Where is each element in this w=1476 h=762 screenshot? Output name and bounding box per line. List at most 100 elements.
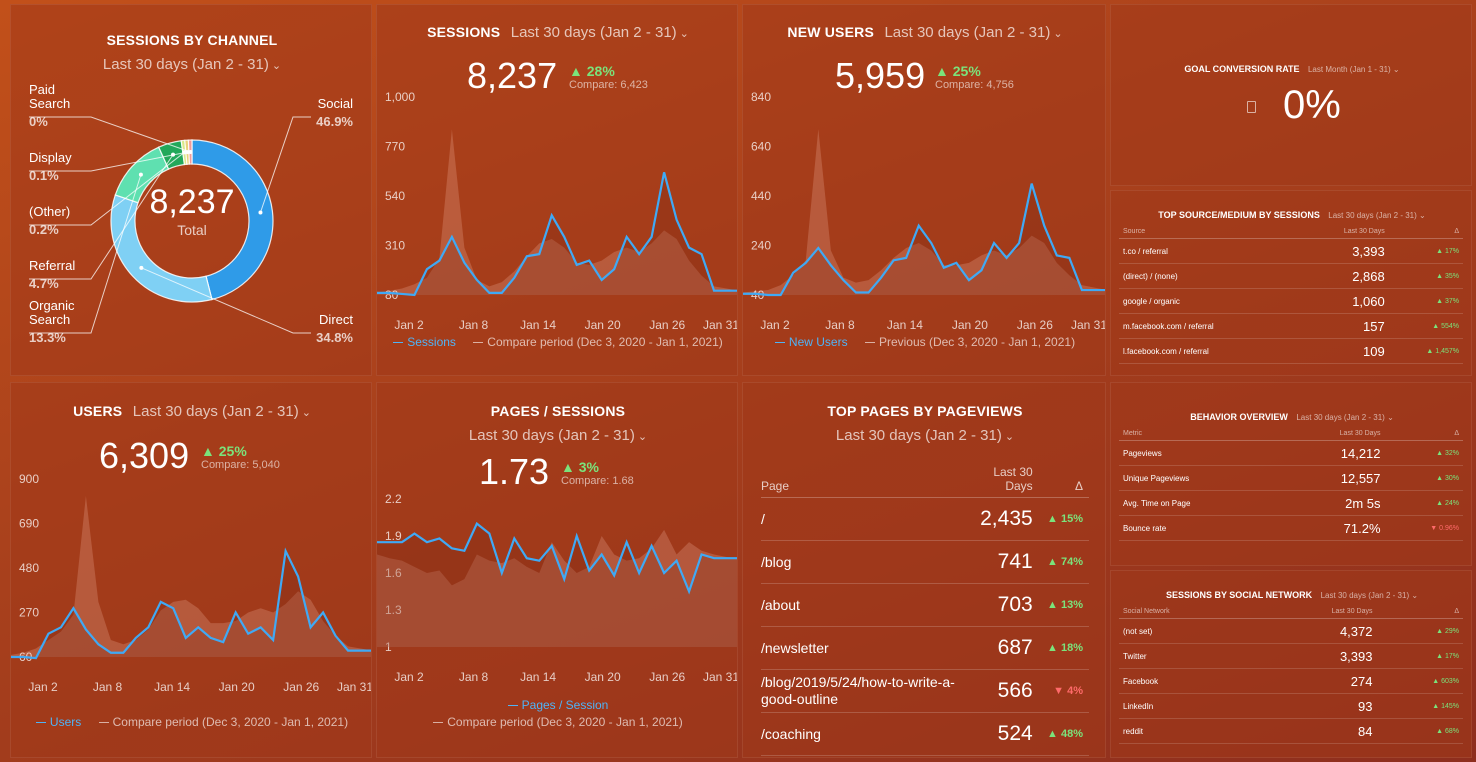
row-value: 84 xyxy=(1254,718,1377,744)
panel-title: USERS xyxy=(73,403,123,419)
row-label: Pageviews xyxy=(1119,440,1281,466)
table-row[interactable]: /newsletter 687 ▲ 18% xyxy=(761,626,1089,670)
donut-total: 8,237 Total xyxy=(131,183,253,238)
period-selector[interactable]: Last 30 days (Jan 2 - 31) ⌄ xyxy=(133,403,311,420)
table-row[interactable]: Facebook 274 ▲ 603% xyxy=(1119,668,1463,694)
page-path[interactable]: /blog xyxy=(761,540,963,584)
legend-sessions[interactable]: Sessions xyxy=(393,335,456,349)
row-label: Unique Pageviews xyxy=(1119,465,1281,491)
table-row[interactable]: /coaching 524 ▲ 48% xyxy=(761,712,1089,756)
col-days[interactable]: Last 30 Days xyxy=(1299,225,1389,239)
leader-dot xyxy=(139,265,144,270)
kpi-delta-block: ▲ 28% Compare: 6,423 xyxy=(569,63,648,91)
row-label: Twitter xyxy=(1119,643,1255,669)
table-row[interactable]: t.co / referral 3,393 ▲ 17% xyxy=(1119,238,1463,264)
row-value: 703 xyxy=(962,583,1033,627)
row-delta: ▲ 74% xyxy=(1032,540,1089,584)
row-delta: ▲ 13% xyxy=(1032,583,1089,627)
table-row[interactable]: google / organic 1,060 ▲ 37% xyxy=(1119,288,1463,314)
table-row[interactable]: m.facebook.com / referral 157 ▲ 554% xyxy=(1119,313,1463,339)
col-source[interactable]: Source xyxy=(1119,225,1300,239)
legend-compare[interactable]: Compare period (Dec 3, 2020 - Jan 1, 202… xyxy=(473,335,723,349)
page-path[interactable]: / xyxy=(761,497,963,541)
period-label: Last 30 days (Jan 2 - 31) xyxy=(1320,591,1410,600)
col-delta[interactable]: Δ xyxy=(1384,427,1463,441)
table-row[interactable]: Twitter 3,393 ▲ 17% xyxy=(1119,643,1463,669)
col-delta[interactable]: Δ xyxy=(1388,225,1463,239)
col-delta[interactable]: Δ xyxy=(1032,461,1089,498)
period-selector[interactable]: Last 30 days (Jan 2 - 31) ⌄ xyxy=(511,24,689,41)
compare-series-area xyxy=(377,129,737,295)
chevron-down-icon: ⌄ xyxy=(271,60,282,72)
col-days[interactable]: Last 30 Days xyxy=(1254,605,1377,619)
y-tick-label: 270 xyxy=(19,606,39,620)
page-path[interactable]: /blog/2019/5/24/how-to-write-a-good-outl… xyxy=(761,669,963,713)
new-users-panel: NEW USERS Last 30 days (Jan 2 - 31) ⌄ 5,9… xyxy=(742,4,1106,376)
row-value: 3,393 xyxy=(1299,238,1389,264)
sessions-by-channel-panel: SESSIONS BY CHANNEL Last 30 days (Jan 2 … xyxy=(10,4,372,376)
leader-dot xyxy=(258,210,263,215)
legend-new-users[interactable]: New Users xyxy=(774,335,848,349)
main-series-line[interactable] xyxy=(377,521,738,595)
table-row[interactable]: /blog 741 ▲ 74% xyxy=(761,540,1089,584)
period-selector[interactable]: Last 30 days (Jan 2 - 31) ⌄ xyxy=(1328,211,1426,220)
legend-users[interactable]: Users xyxy=(35,715,81,729)
table-row[interactable]: /about 703 ▲ 13% xyxy=(761,583,1089,627)
legend-previous[interactable]: Previous (Dec 3, 2020 - Jan 1, 2021) xyxy=(864,335,1075,349)
col-days[interactable]: Last 30 Days xyxy=(962,461,1033,498)
main-series-line[interactable] xyxy=(377,172,738,297)
legend-pages-session[interactable]: Pages / Session xyxy=(377,697,737,714)
table-row[interactable]: Avg. Time on Page 2m 5s ▲ 24% xyxy=(1119,490,1463,516)
legend-label: Display xyxy=(29,150,72,165)
col-metric[interactable]: Metric xyxy=(1119,427,1281,441)
table-row[interactable]: (not set) 4,372 ▲ 29% xyxy=(1119,618,1463,644)
legend-display: Display 0.1% xyxy=(29,151,72,183)
kpi-value: 1.73 xyxy=(479,451,550,492)
legend-compare[interactable]: Compare period (Dec 3, 2020 - Jan 1, 202… xyxy=(377,714,737,731)
col-network[interactable]: Social Network xyxy=(1119,605,1255,619)
page-path[interactable]: /coaching xyxy=(761,712,963,756)
period-selector[interactable]: Last 30 days (Jan 2 - 31) ⌄ xyxy=(884,24,1062,41)
period-selector[interactable]: Last 30 days (Jan 2 - 31) ⌄ xyxy=(743,427,1105,444)
donut-total-value: 8,237 xyxy=(149,183,235,221)
table-row[interactable]: Unique Pageviews 12,557 ▲ 30% xyxy=(1119,465,1463,491)
legend-label: Referral xyxy=(29,258,76,273)
x-tick-label: Jan 14 xyxy=(154,680,190,694)
legend-label: (Other) xyxy=(29,204,71,219)
table-row[interactable]: /blog/2019/5/24/how-to-write-a-good-outl… xyxy=(761,669,1089,713)
period-selector[interactable]: Last 30 days (Jan 2 - 31) ⌄ xyxy=(1320,591,1419,600)
table-row[interactable]: (direct) / (none) 2,868 ▲ 35% xyxy=(1119,263,1463,289)
col-delta[interactable]: Δ xyxy=(1376,605,1463,619)
period-selector[interactable]: Last 30 days (Jan 2 - 31) ⌄ xyxy=(11,56,371,73)
period-selector[interactable]: Last Month (Jan 1 - 31) ⌄ xyxy=(1307,65,1400,74)
table-row[interactable]: /2,435 ▲ 15% xyxy=(761,497,1089,541)
top-pages-panel: TOP PAGES BY PAGEVIEWS Last 30 days (Jan… xyxy=(742,382,1106,758)
col-days[interactable]: Last 30 Days xyxy=(1280,427,1385,441)
row-value: 566 xyxy=(962,669,1033,713)
table-row[interactable]: Bounce rate 71.2% ▼ 0.96% xyxy=(1119,515,1463,541)
table-row[interactable]: reddit 84 ▲ 68% xyxy=(1119,718,1463,744)
page-path[interactable]: /newsletter xyxy=(761,626,963,670)
main-series-line[interactable] xyxy=(11,547,372,660)
behavior-overview-panel: BEHAVIOR OVERVIEW Last 30 days (Jan 2 - … xyxy=(1110,382,1472,566)
page-path[interactable]: /about xyxy=(761,583,963,627)
x-tick-label: Jan 26 xyxy=(1017,318,1053,332)
table-row[interactable]: Pageviews 14,212 ▲ 32% xyxy=(1119,440,1463,466)
leader-line xyxy=(259,116,311,213)
table-row[interactable]: LinkedIn 93 ▲ 145% xyxy=(1119,693,1463,719)
panel-title: TOP SOURCE/MEDIUM BY SESSIONS xyxy=(1158,210,1320,220)
y-tick-label: 690 xyxy=(19,517,39,531)
col-page[interactable]: Page xyxy=(761,461,963,498)
legend-pct: 46.9% xyxy=(316,114,353,129)
legend-compare[interactable]: Compare period (Dec 3, 2020 - Jan 1, 202… xyxy=(98,715,348,729)
main-series-line[interactable] xyxy=(743,183,1106,297)
x-tick-label: Jan 26 xyxy=(283,680,319,694)
table-row[interactable]: l.facebook.com / referral 109 ▲ 1,457% xyxy=(1119,338,1463,364)
kpi-compare: Compare: 4,756 xyxy=(935,79,1014,91)
donut-slice[interactable] xyxy=(191,139,274,301)
y-tick-label: 480 xyxy=(19,561,39,575)
panel-title: GOAL CONVERSION RATE xyxy=(1184,64,1300,74)
period-selector[interactable]: Last 30 days (Jan 2 - 31) ⌄ xyxy=(377,427,737,444)
period-selector[interactable]: Last 30 days (Jan 2 - 31) ⌄ xyxy=(1296,413,1394,422)
